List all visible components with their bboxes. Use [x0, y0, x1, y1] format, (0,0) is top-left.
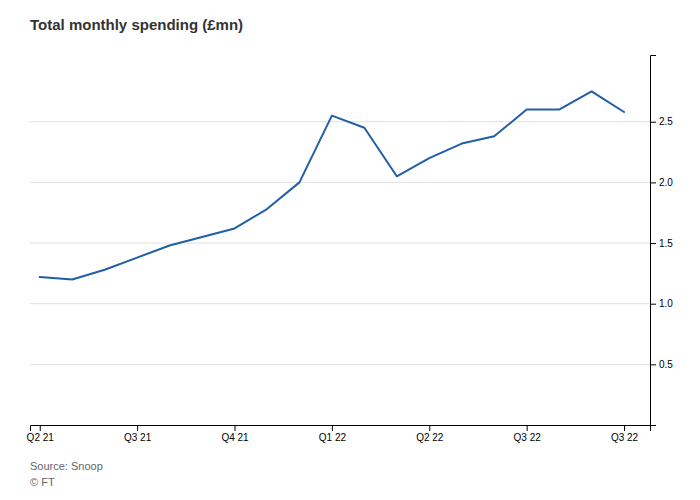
x-tick: Q3 22 [611, 425, 639, 443]
x-axis-line [31, 426, 651, 432]
chart-title: Total monthly spending (£mn) [30, 16, 243, 33]
y-tick-label: 2.0 [659, 177, 673, 188]
y-tick-label: 1.0 [659, 298, 673, 309]
x-tick-label: Q3 22 [611, 432, 639, 443]
x-tick: Q4 21 [221, 425, 249, 443]
x-tick-mark [40, 425, 41, 431]
x-tick-label: Q2 22 [416, 432, 444, 443]
data-line [40, 91, 624, 279]
grid-line [30, 121, 650, 122]
marks [40, 91, 624, 279]
grid [30, 122, 650, 365]
x-tick: Q1 22 [319, 425, 347, 443]
x-tick-mark [332, 425, 333, 431]
annotation: © FT [30, 476, 55, 488]
x-tick-label: Q1 22 [319, 432, 347, 443]
chart-svg: Q2 21 Q3 21 Q4 21 Q1 22 Q2 22 Q3 22 Q3 22 0.5 1.… [0, 0, 700, 500]
y-tick-mark [650, 364, 656, 365]
y-tick-label: 1.5 [659, 238, 673, 249]
plot-area: Q2 21 Q3 21 Q4 21 Q1 22 Q2 22 Q3 22 Q3 22 0.5 1.… [27, 56, 674, 444]
x-tick-label: Q4 21 [221, 432, 249, 443]
grid-line [30, 303, 650, 304]
y-tick: 1.5 [650, 238, 673, 249]
y-tick: 2.5 [650, 116, 673, 127]
y-tick-label: 0.5 [659, 359, 673, 370]
x-tick-label: Q3 22 [514, 432, 542, 443]
x-tick: Q2 21 [27, 425, 55, 443]
x-tick-mark [527, 425, 528, 431]
grid-line [30, 243, 650, 244]
grid-line [30, 364, 650, 365]
x-axis: Q2 21 Q3 21 Q4 21 Q1 22 Q2 22 Q3 22 Q3 22 [27, 425, 651, 443]
y-axis: 0.5 1.0 1.5 2.0 2.5 [650, 56, 673, 426]
y-tick-label: 2.5 [659, 116, 673, 127]
y-tick-mark [650, 122, 656, 123]
x-tick: Q2 22 [416, 425, 444, 443]
x-tick-mark [429, 425, 430, 431]
y-tick-mark [650, 304, 656, 305]
x-tick: Q3 21 [124, 425, 152, 443]
y-tick: 1.0 [650, 298, 673, 309]
grid-line [30, 182, 650, 183]
x-tick: Q3 22 [514, 425, 542, 443]
annotation: Source: Snoop [30, 460, 103, 472]
y-axis-line [651, 56, 657, 426]
x-tick-mark [624, 425, 625, 431]
x-tick-label: Q2 21 [27, 432, 55, 443]
x-tick-mark [235, 425, 236, 431]
y-tick-mark [650, 182, 656, 183]
x-tick-mark [137, 425, 138, 431]
y-tick: 2.0 [650, 177, 673, 188]
y-tick: 0.5 [650, 359, 673, 370]
y-tick-mark [650, 243, 656, 244]
x-tick-label: Q3 21 [124, 432, 152, 443]
